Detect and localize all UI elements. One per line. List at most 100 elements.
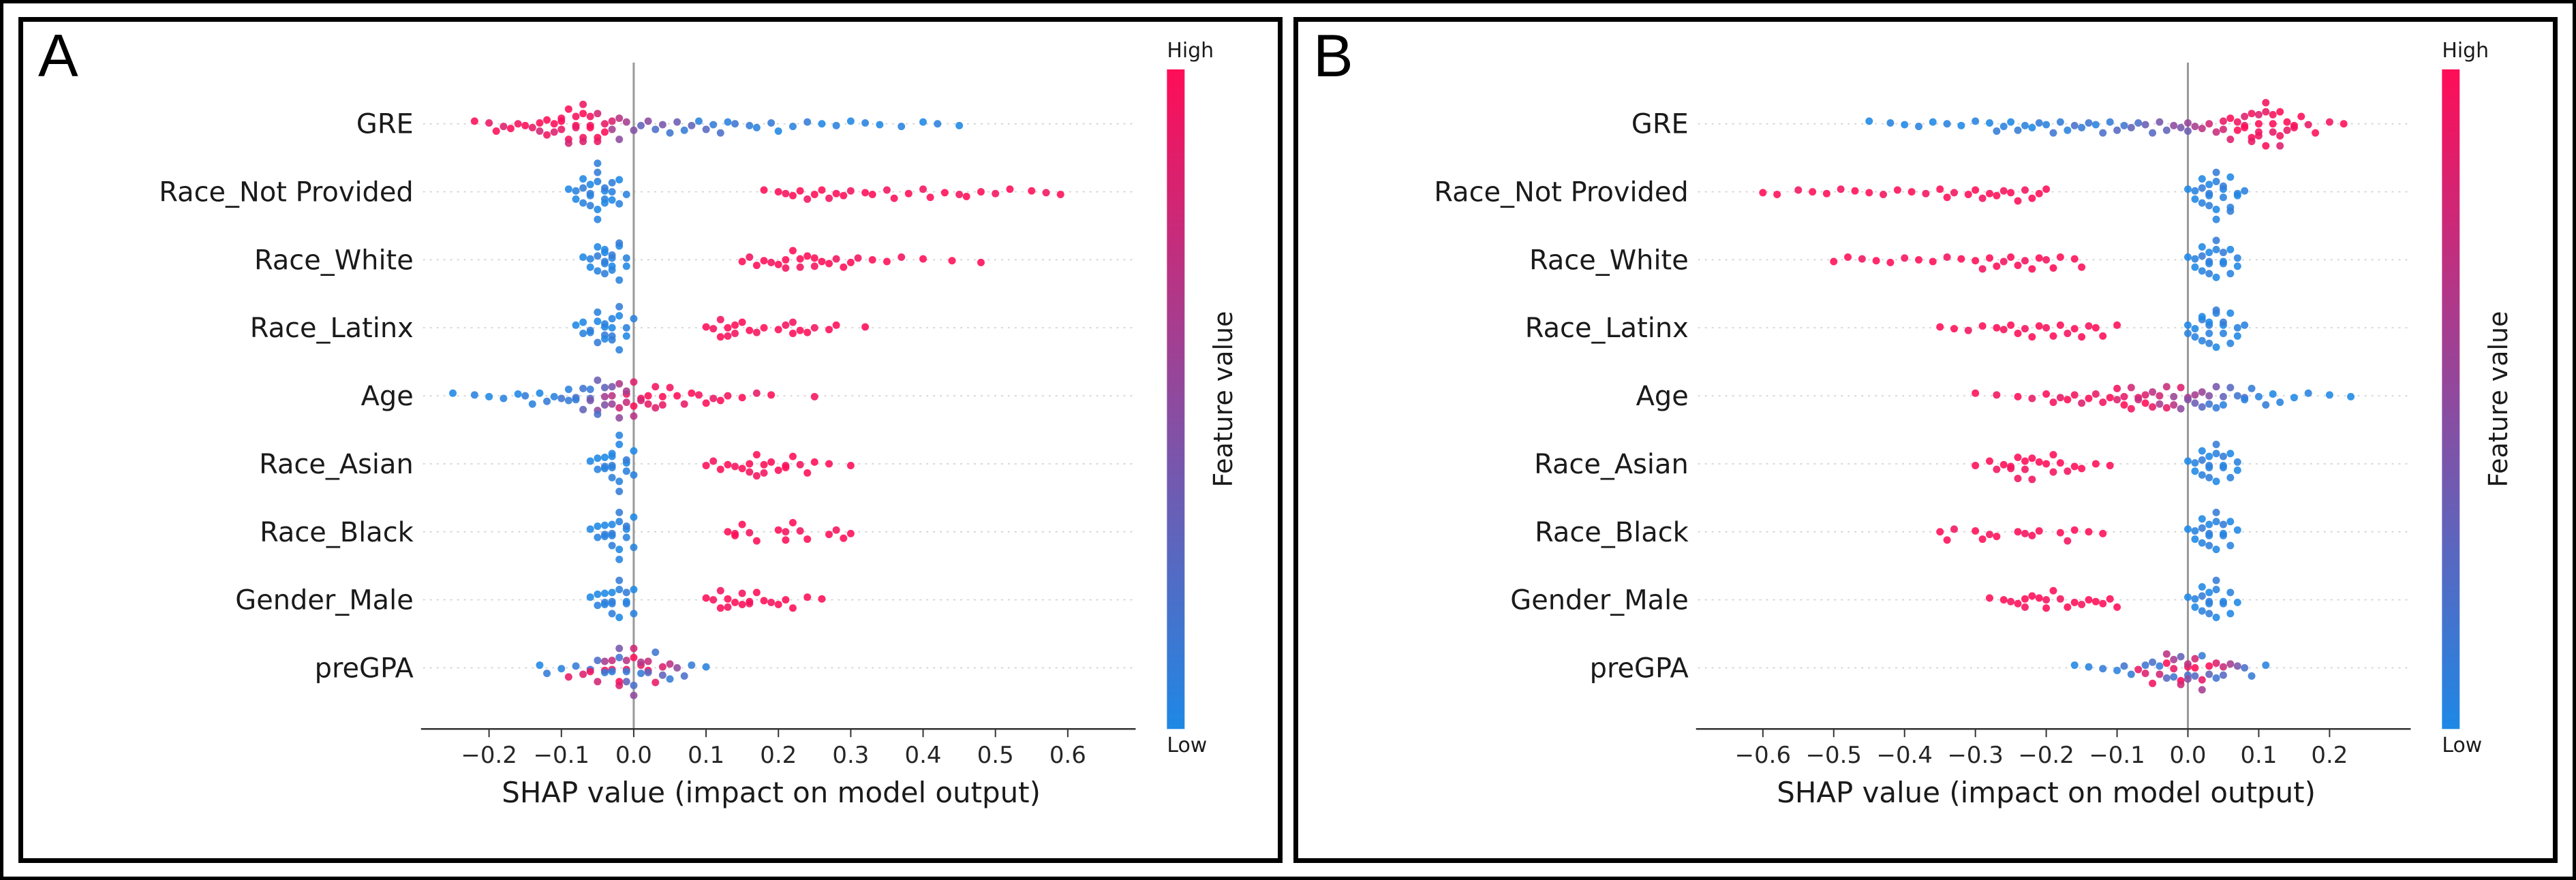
shap-point <box>716 604 724 612</box>
shap-point <box>2035 119 2043 127</box>
shap-point <box>688 121 696 129</box>
shap-point <box>600 199 609 207</box>
shap-point <box>586 255 594 263</box>
shap-point <box>2028 123 2036 131</box>
shap-point <box>564 673 572 681</box>
shap-point <box>615 239 624 247</box>
shap-point <box>2021 603 2029 611</box>
shap-point <box>2042 185 2051 193</box>
shap-point <box>2156 670 2164 678</box>
shap-point <box>2021 529 2029 537</box>
shap-point <box>2106 118 2114 126</box>
shap-point <box>608 400 616 408</box>
shap-point <box>557 125 566 133</box>
shap-point <box>738 318 746 326</box>
x-tick-label: −0.5 <box>1806 742 1862 769</box>
shap-point <box>2205 670 2213 678</box>
shap-point <box>2241 112 2249 121</box>
shap-point <box>1943 253 1951 262</box>
shap-point <box>2226 660 2235 668</box>
shap-point <box>572 396 580 404</box>
shap-point <box>2233 458 2241 466</box>
shap-point <box>500 123 508 131</box>
shap-point <box>608 336 616 344</box>
shap-point <box>557 114 566 123</box>
shap-point <box>2212 205 2220 213</box>
shap-point <box>2233 599 2241 607</box>
shap-point <box>622 190 630 198</box>
shap-point <box>2262 108 2270 116</box>
shap-point <box>2304 121 2312 129</box>
shap-point <box>2241 396 2249 404</box>
shap-point <box>600 120 609 128</box>
shap-point <box>2276 142 2284 150</box>
shap-point <box>840 263 848 271</box>
shap-point <box>832 121 840 129</box>
shap-point <box>2212 576 2220 584</box>
shap-point <box>600 320 609 328</box>
shap-point <box>1972 527 1980 535</box>
shap-point <box>868 255 876 264</box>
shap-point <box>825 260 833 268</box>
shap-point <box>622 667 630 676</box>
shap-point <box>2205 610 2213 618</box>
shap-point <box>977 188 985 196</box>
shap-point <box>774 260 782 268</box>
shap-point <box>2198 184 2206 192</box>
shap-point <box>615 379 624 388</box>
shap-point <box>832 321 840 329</box>
feature-label: Race_Latinx <box>1525 313 1689 344</box>
shap-point <box>586 593 594 601</box>
shap-point <box>2070 391 2079 399</box>
shap-point <box>2276 108 2284 116</box>
shap-point <box>2283 126 2291 134</box>
shap-point <box>2049 451 2057 459</box>
shap-point <box>752 389 761 397</box>
shap-point <box>608 315 616 323</box>
shap-point <box>2226 339 2235 347</box>
shap-point <box>702 323 710 331</box>
shap-point <box>2177 405 2185 413</box>
shap-point <box>615 546 624 554</box>
shap-point <box>2091 390 2100 398</box>
shap-point <box>2241 123 2249 131</box>
shap-point <box>2183 525 2192 533</box>
feature-label: Race_Asian <box>1534 449 1689 480</box>
shap-point <box>2269 110 2277 119</box>
shap-point <box>702 594 710 602</box>
shap-point <box>608 117 616 125</box>
shap-point <box>709 596 718 604</box>
shap-point <box>2212 383 2220 391</box>
shap-point <box>2347 392 2355 400</box>
shap-point <box>594 215 602 223</box>
shap-point <box>1999 596 2008 604</box>
x-tick-label: 0.3 <box>832 742 869 769</box>
shap-point <box>2226 173 2235 181</box>
shap-point <box>2064 126 2072 134</box>
shap-point <box>2149 658 2157 666</box>
shap-point <box>818 120 826 128</box>
shap-point <box>2113 603 2121 611</box>
shap-point <box>2191 333 2199 341</box>
shap-point <box>2049 398 2057 407</box>
shap-point <box>846 529 855 537</box>
shap-point <box>615 404 624 412</box>
shap-point <box>2078 465 2086 473</box>
feature-labels: GRE Race_Not Provided Race_White Race_Latin… <box>1434 109 1688 685</box>
shap-point <box>2014 528 2022 536</box>
shap-point <box>782 528 790 536</box>
shap-point <box>579 670 587 678</box>
shap-point <box>615 653 624 661</box>
shap-point <box>782 596 790 604</box>
shap-point <box>2269 390 2277 398</box>
shap-point <box>709 325 718 333</box>
shap-point <box>1886 119 1895 127</box>
shap-point <box>594 590 602 598</box>
shap-point <box>2070 462 2079 471</box>
shap-point <box>630 315 638 323</box>
shap-point <box>2212 508 2220 516</box>
shap-point <box>622 533 630 541</box>
shap-point <box>825 326 833 334</box>
shap-point <box>2212 245 2220 253</box>
shap-point <box>2212 586 2220 594</box>
